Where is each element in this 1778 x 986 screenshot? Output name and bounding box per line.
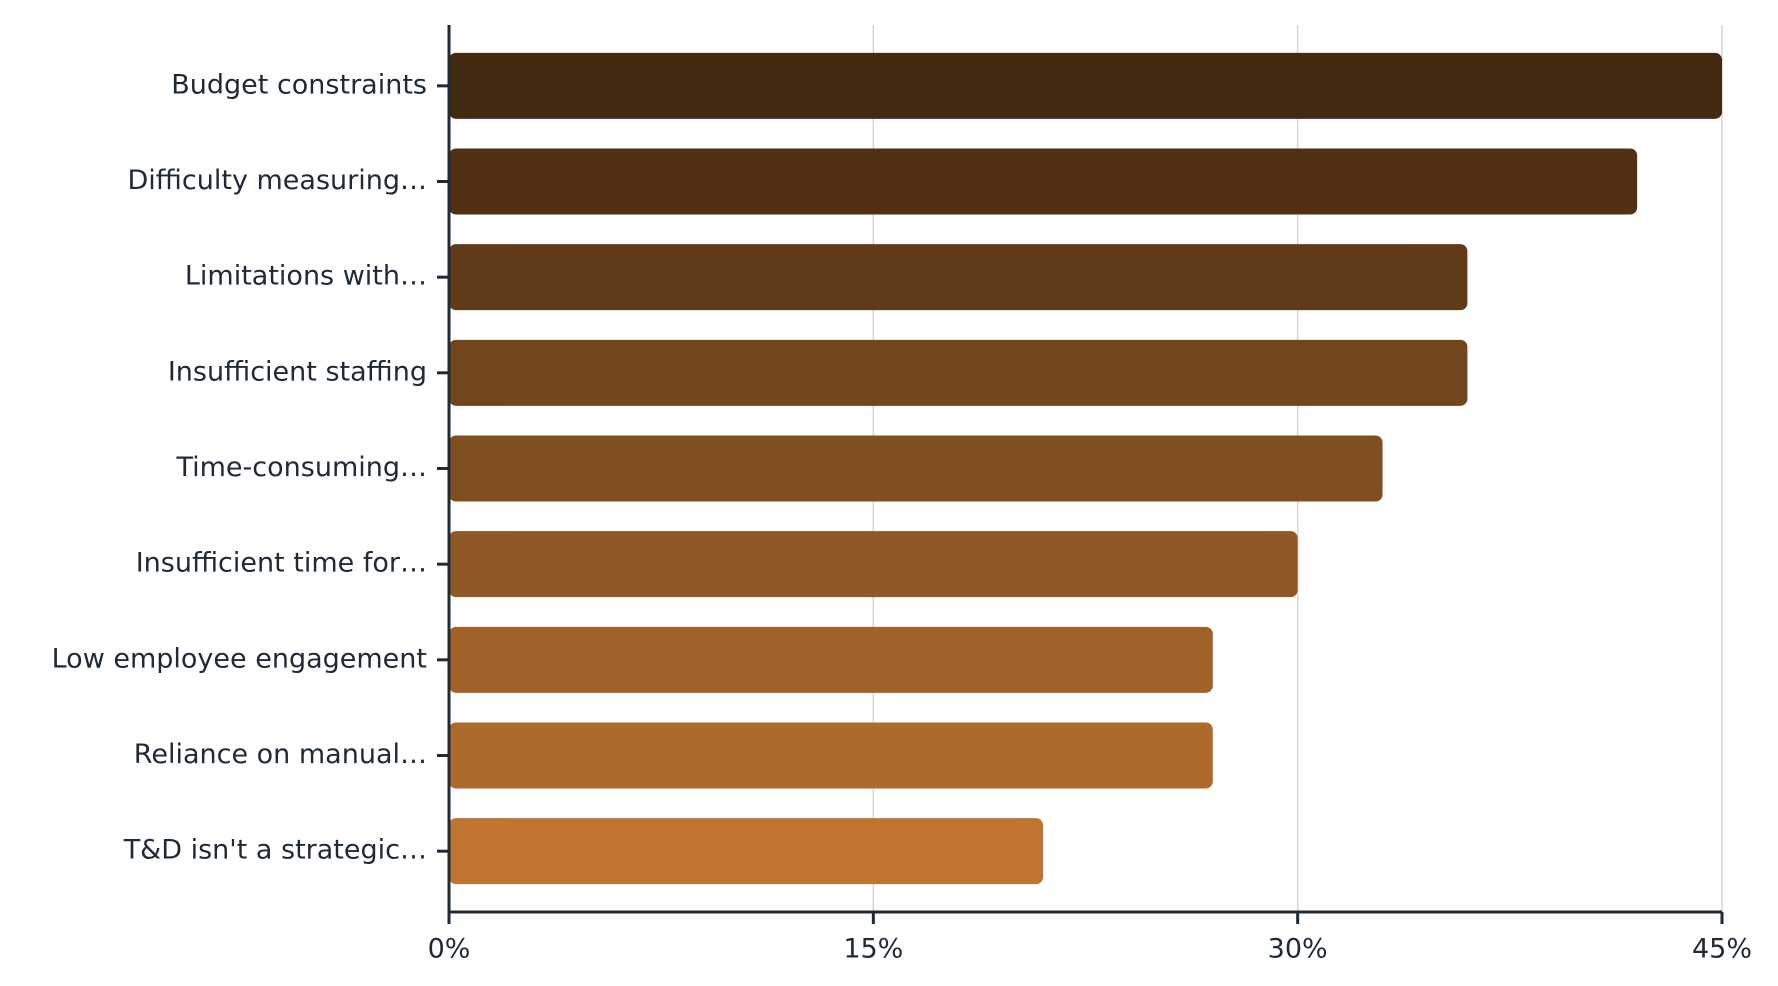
- y-tick-label: Low employee engagement: [52, 643, 427, 674]
- bar: [449, 531, 1298, 598]
- bar: [449, 435, 1383, 502]
- bar: [449, 339, 1468, 406]
- y-tick-label: Insufficient time for…: [136, 548, 427, 579]
- y-tick-label: Insufficient staffing: [168, 356, 427, 387]
- y-tick-label: Limitations with…: [185, 261, 427, 292]
- x-tick-label: 15%: [843, 934, 903, 965]
- x-tick-label: 45%: [1692, 934, 1752, 965]
- bar: [449, 148, 1638, 215]
- bar: [449, 626, 1213, 693]
- bar: [449, 244, 1468, 311]
- y-tick-label: Budget constraints: [171, 69, 427, 100]
- x-tick-label: 30%: [1268, 934, 1328, 965]
- bar: [449, 722, 1213, 789]
- y-tick-label: Time-consuming…: [175, 452, 427, 483]
- y-tick-label: Reliance on manual…: [134, 739, 427, 770]
- bar: [449, 52, 1722, 119]
- y-tick-label: T&D isn't a strategic…: [123, 835, 427, 866]
- x-tick-label: 0%: [428, 934, 471, 965]
- bar: [449, 818, 1044, 885]
- y-tick-label: Difficulty measuring…: [128, 165, 428, 196]
